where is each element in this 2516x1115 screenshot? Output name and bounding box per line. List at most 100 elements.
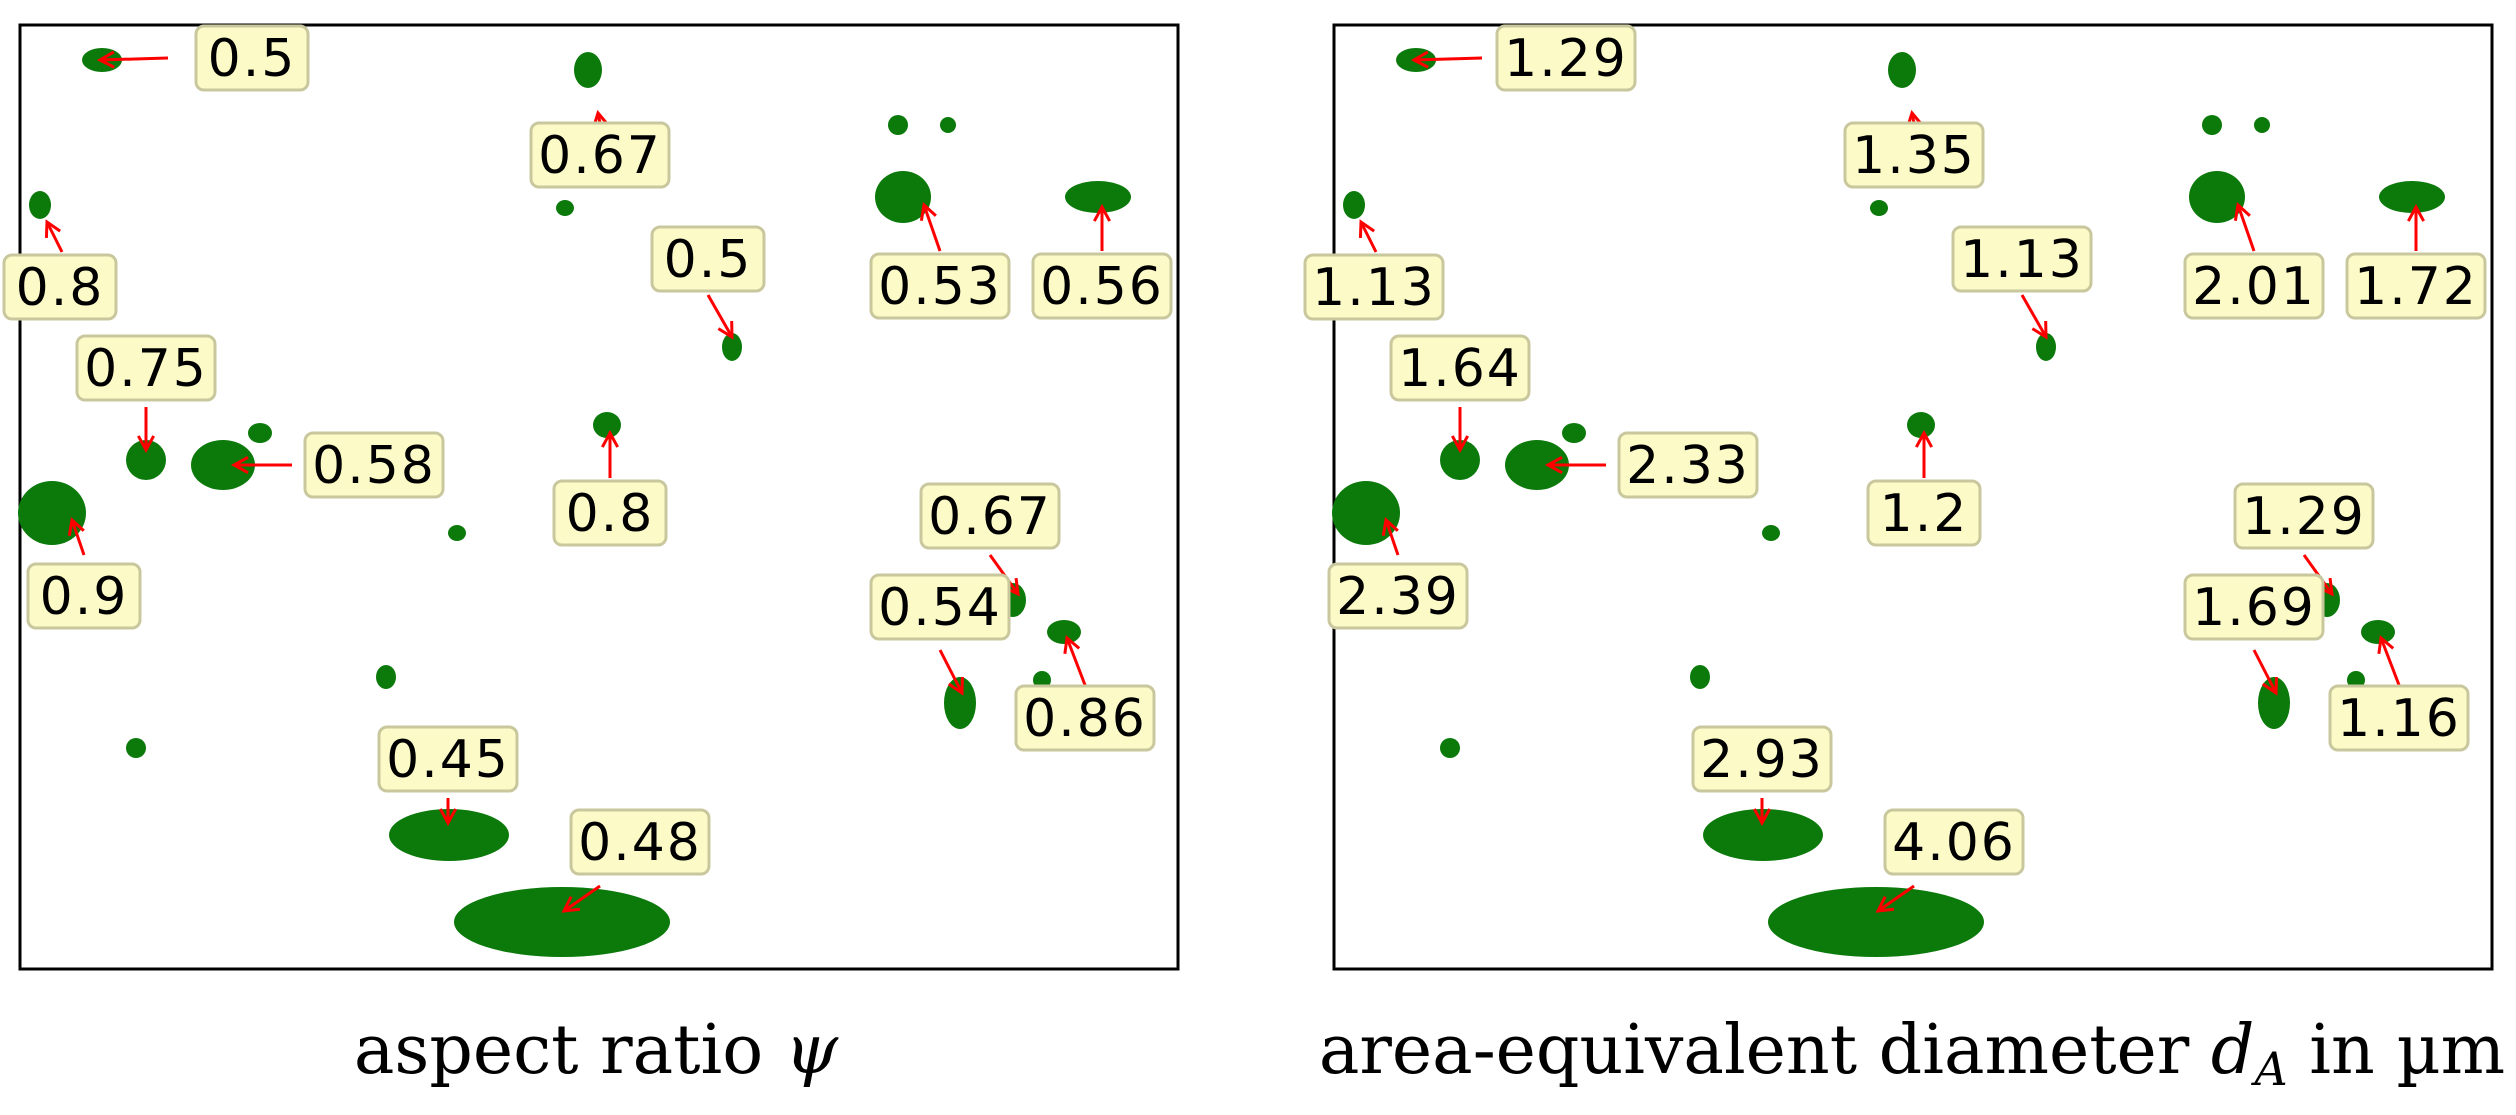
particle-11: [191, 440, 255, 490]
arrow-4: [2236, 204, 2256, 252]
particle-21: [389, 809, 509, 861]
arrow-12: [1065, 637, 1087, 686]
particle-4: [940, 117, 956, 133]
value-label-4: 2.01: [2192, 257, 2316, 317]
arrowhead-9: [67, 517, 85, 537]
arrowhead-3: [717, 320, 734, 340]
label-box-10: [919, 482, 1061, 550]
label-box-7: [1617, 431, 1759, 499]
particle-16: [1047, 620, 1081, 644]
arrowhead-5: [2407, 203, 2425, 222]
label-box-14: [569, 808, 711, 876]
label-box-2: [2, 253, 118, 321]
arrow-12: [2379, 637, 2401, 686]
label-box-13: [377, 725, 519, 793]
label-box-8: [1866, 479, 1982, 547]
particle-10: [1440, 440, 1480, 480]
value-label-13: 2.93: [1700, 730, 1824, 790]
label-box-4: [869, 252, 1011, 320]
value-label-14: 4.06: [1892, 813, 2016, 873]
label-box-4: [2183, 252, 2325, 320]
label-box-6: [1389, 334, 1531, 402]
arrow-11: [938, 649, 964, 694]
arrow-9: [1384, 519, 1400, 556]
particle-14: [1762, 525, 1780, 541]
arrow-4: [922, 204, 942, 252]
arrow-2: [1359, 221, 1378, 253]
value-label-5: 1.72: [2354, 257, 2478, 317]
arrowhead-9: [1381, 517, 1399, 537]
label-box-8: [552, 479, 668, 547]
value-label-0: 1.29: [1504, 29, 1628, 89]
arrow-0: [99, 56, 169, 62]
label-box-12: [1014, 684, 1156, 752]
value-label-7: 2.33: [1626, 436, 1750, 496]
caption-left: aspect ratio ψ: [354, 1011, 839, 1090]
arrowhead-11: [2261, 676, 2278, 696]
arrow-14: [563, 884, 601, 913]
label-box-9: [26, 562, 142, 630]
arrowhead-4: [919, 202, 937, 222]
label-box-11: [2183, 573, 2325, 641]
value-label-12: 1.16: [2337, 689, 2461, 749]
particle-22: [1768, 887, 1984, 957]
value-label-1: 1.35: [1852, 126, 1976, 186]
arrowhead-12: [2377, 635, 2395, 655]
particle-11: [1505, 440, 1569, 490]
particle-19: [376, 665, 396, 689]
particle-18: [944, 677, 976, 729]
particle-20: [1440, 738, 1460, 758]
value-label-4: 0.53: [878, 257, 1002, 317]
arrowhead-6: [137, 435, 155, 454]
particle-1: [574, 52, 602, 88]
arrowhead-13: [439, 808, 457, 827]
label-box-3: [1951, 225, 2093, 293]
label-box-10: [2233, 482, 2375, 550]
particle-12: [1562, 423, 1586, 443]
value-label-7: 0.58: [312, 436, 436, 496]
arrow-3: [2020, 294, 2048, 338]
arrowhead-8: [601, 429, 619, 448]
particle-12: [248, 423, 272, 443]
arrow-9: [70, 519, 86, 556]
value-label-2: 1.13: [1312, 258, 1436, 318]
value-label-5: 0.56: [1040, 257, 1164, 317]
label-box-7: [303, 431, 445, 499]
value-label-3: 0.5: [664, 230, 753, 290]
particle-4: [2254, 117, 2270, 133]
value-label-12: 0.86: [1023, 689, 1147, 749]
arrowhead-12: [1063, 635, 1081, 655]
particle-10: [126, 440, 166, 480]
particle-3: [2202, 115, 2222, 135]
label-box-12: [2328, 684, 2470, 752]
value-label-11: 0.54: [878, 578, 1002, 638]
particle-5: [875, 171, 931, 223]
arrowhead-7: [1544, 456, 1563, 474]
arrowhead-7: [230, 456, 249, 474]
value-label-1: 0.67: [538, 126, 662, 186]
particle-21: [1703, 809, 1823, 861]
particle-3: [888, 115, 908, 135]
label-box-5: [1031, 252, 1173, 320]
arrow-0: [1413, 56, 1483, 62]
arrowhead-3: [2031, 320, 2048, 340]
arrowhead-2: [1358, 219, 1375, 239]
label-box-0: [1495, 24, 1637, 92]
label-box-1: [1843, 121, 1985, 189]
arrowhead-14: [1875, 896, 1895, 913]
arrowhead-8: [1915, 429, 1933, 448]
value-label-10: 1.29: [2242, 487, 2366, 547]
particle-18: [2258, 677, 2290, 729]
arrowhead-0: [96, 50, 115, 69]
value-label-11: 1.69: [2192, 578, 2316, 638]
arrowhead-4: [2233, 202, 2251, 222]
particle-1: [1888, 52, 1916, 88]
arrowhead-5: [1093, 203, 1111, 222]
label-box-14: [1883, 808, 2025, 876]
arrow-14: [1877, 884, 1915, 913]
arrowhead-14: [561, 896, 581, 913]
particle-6: [2379, 181, 2445, 213]
arrowhead-0: [1410, 50, 1429, 69]
value-label-3: 1.13: [1960, 230, 2084, 290]
particle-16: [2361, 620, 2395, 644]
